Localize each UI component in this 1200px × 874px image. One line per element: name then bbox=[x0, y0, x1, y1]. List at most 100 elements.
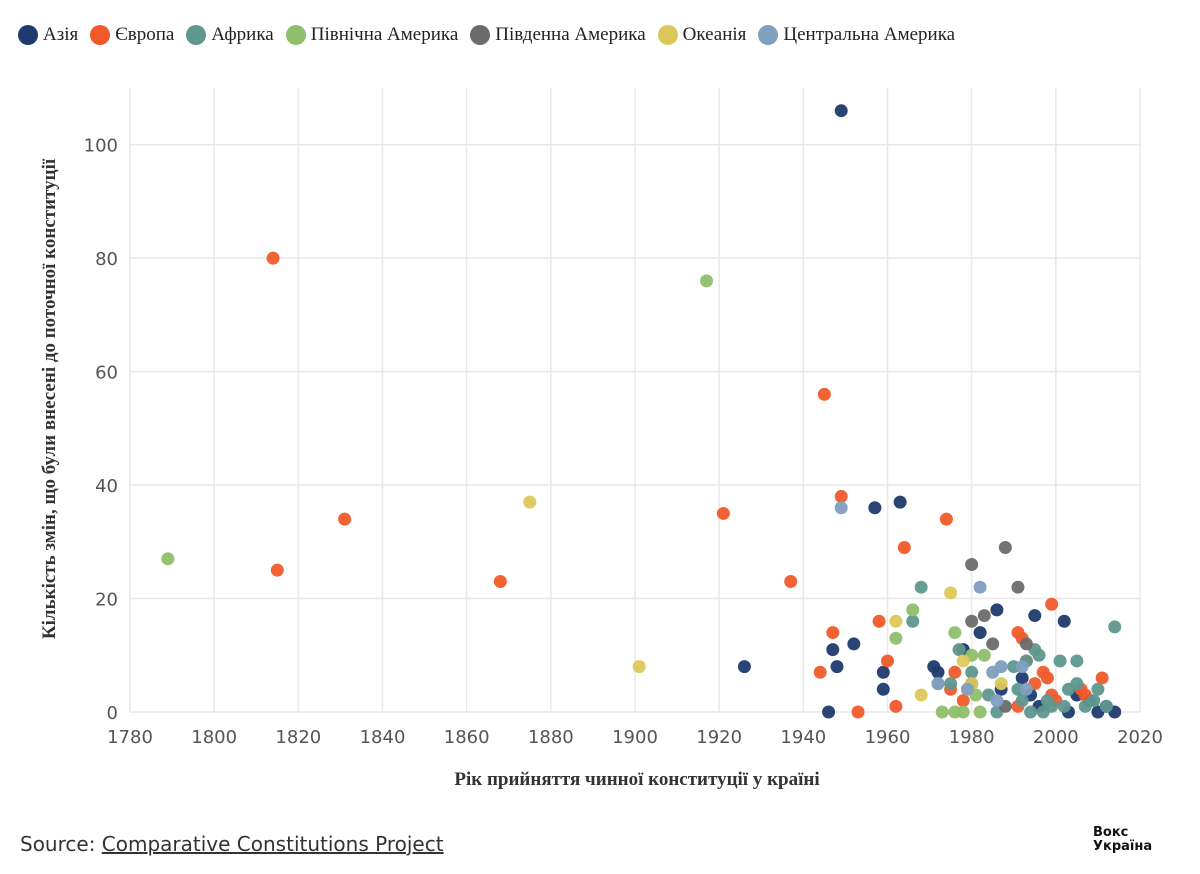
data-point[interactable] bbox=[956, 705, 970, 719]
data-point[interactable] bbox=[1019, 637, 1033, 651]
data-point[interactable] bbox=[1095, 671, 1109, 685]
y-tick-label: 60 bbox=[95, 363, 118, 384]
data-point[interactable] bbox=[876, 682, 890, 696]
data-point[interactable] bbox=[1091, 682, 1105, 696]
data-point[interactable] bbox=[914, 688, 928, 702]
data-point[interactable] bbox=[1011, 580, 1025, 594]
data-point[interactable] bbox=[826, 643, 840, 657]
legend-item-central-america[interactable]: Центральна Америка bbox=[758, 24, 955, 46]
data-point[interactable] bbox=[1015, 660, 1029, 674]
data-point[interactable] bbox=[1040, 671, 1054, 685]
data-point[interactable] bbox=[737, 660, 751, 674]
data-point[interactable] bbox=[1057, 614, 1071, 628]
logo-line-2: Україна bbox=[1093, 839, 1153, 854]
source-link[interactable]: Comparative Constitutions Project bbox=[101, 832, 444, 856]
data-point[interactable] bbox=[1032, 648, 1046, 662]
data-point[interactable] bbox=[1015, 671, 1029, 685]
x-tick-label: 1940 bbox=[780, 727, 826, 748]
data-point[interactable] bbox=[889, 614, 903, 628]
data-point[interactable] bbox=[956, 654, 970, 668]
data-point[interactable] bbox=[906, 614, 920, 628]
data-point[interactable] bbox=[700, 274, 714, 288]
data-point[interactable] bbox=[914, 580, 928, 594]
data-point[interactable] bbox=[944, 586, 958, 600]
data-point[interactable] bbox=[876, 665, 890, 679]
legend-item-north-america[interactable]: Північна Америка bbox=[285, 24, 458, 46]
data-point[interactable] bbox=[1087, 694, 1101, 708]
y-tick-label: 20 bbox=[95, 590, 118, 611]
data-point[interactable] bbox=[889, 631, 903, 645]
data-point[interactable] bbox=[897, 540, 911, 554]
data-point[interactable] bbox=[1070, 677, 1084, 691]
data-point[interactable] bbox=[847, 637, 861, 651]
data-point[interactable] bbox=[977, 648, 991, 662]
data-point[interactable] bbox=[632, 660, 646, 674]
legend-item-oceania[interactable]: Океанія bbox=[657, 24, 746, 46]
data-point[interactable] bbox=[161, 552, 175, 566]
legend-dot-europe bbox=[90, 25, 111, 45]
data-point[interactable] bbox=[881, 654, 894, 668]
data-point[interactable] bbox=[270, 563, 284, 577]
data-point[interactable] bbox=[893, 495, 907, 509]
data-point[interactable] bbox=[1108, 620, 1122, 634]
data-point[interactable] bbox=[952, 643, 966, 657]
data-point[interactable] bbox=[1045, 597, 1059, 611]
data-point[interactable] bbox=[338, 512, 352, 526]
data-point[interactable] bbox=[1015, 694, 1029, 708]
data-point[interactable] bbox=[994, 660, 1008, 674]
data-point[interactable] bbox=[834, 501, 848, 515]
data-point[interactable] bbox=[998, 540, 1012, 554]
data-point[interactable] bbox=[1024, 705, 1038, 719]
data-point[interactable] bbox=[990, 694, 1004, 708]
data-point[interactable] bbox=[834, 104, 848, 118]
data-point[interactable] bbox=[948, 665, 962, 679]
data-point[interactable] bbox=[1028, 609, 1042, 623]
data-point[interactable] bbox=[266, 251, 280, 265]
data-point[interactable] bbox=[960, 682, 974, 696]
data-point[interactable] bbox=[1099, 699, 1113, 713]
data-point[interactable] bbox=[973, 626, 987, 640]
legend-dot-oceania bbox=[657, 25, 678, 45]
data-point[interactable] bbox=[784, 575, 798, 589]
data-point[interactable] bbox=[948, 626, 962, 640]
data-point[interactable] bbox=[1057, 699, 1071, 713]
data-point[interactable] bbox=[813, 665, 827, 679]
data-point[interactable] bbox=[973, 705, 987, 719]
data-point[interactable] bbox=[944, 677, 958, 691]
data-point[interactable] bbox=[493, 575, 507, 589]
data-point[interactable] bbox=[1053, 654, 1067, 668]
legend-item-africa[interactable]: Африка bbox=[186, 24, 274, 46]
data-point[interactable] bbox=[935, 705, 949, 719]
data-point[interactable] bbox=[965, 558, 979, 572]
data-point[interactable] bbox=[994, 677, 1008, 691]
data-point[interactable] bbox=[986, 637, 1000, 651]
data-point[interactable] bbox=[872, 614, 886, 628]
data-point[interactable] bbox=[965, 665, 979, 679]
data-point[interactable] bbox=[990, 603, 1004, 617]
data-point[interactable] bbox=[956, 694, 970, 708]
data-point[interactable] bbox=[834, 489, 848, 503]
data-point[interactable] bbox=[939, 512, 953, 526]
legend-item-south-america[interactable]: Південна Америка bbox=[470, 24, 646, 46]
legend-item-europe[interactable]: Європа bbox=[90, 24, 174, 46]
data-point[interactable] bbox=[906, 603, 920, 617]
data-point[interactable] bbox=[830, 660, 844, 674]
legend-item-asia[interactable]: Азія bbox=[18, 24, 78, 46]
data-point[interactable] bbox=[851, 705, 865, 719]
data-point[interactable] bbox=[1045, 699, 1059, 713]
data-point[interactable] bbox=[1070, 654, 1084, 668]
data-point[interactable] bbox=[523, 495, 537, 509]
data-point[interactable] bbox=[716, 506, 730, 520]
data-point[interactable] bbox=[977, 609, 991, 623]
data-point[interactable] bbox=[826, 626, 840, 640]
legend: Азія Європа Африка Північна Америка Півд… bbox=[18, 24, 967, 46]
data-point[interactable] bbox=[931, 677, 945, 691]
data-point[interactable] bbox=[889, 699, 903, 713]
data-point[interactable] bbox=[1019, 682, 1033, 696]
data-point[interactable] bbox=[868, 501, 882, 515]
data-point[interactable] bbox=[817, 387, 831, 401]
data-point[interactable] bbox=[965, 614, 979, 628]
data-point[interactable] bbox=[973, 580, 987, 594]
data-point[interactable] bbox=[931, 665, 945, 679]
data-point[interactable] bbox=[822, 705, 836, 719]
